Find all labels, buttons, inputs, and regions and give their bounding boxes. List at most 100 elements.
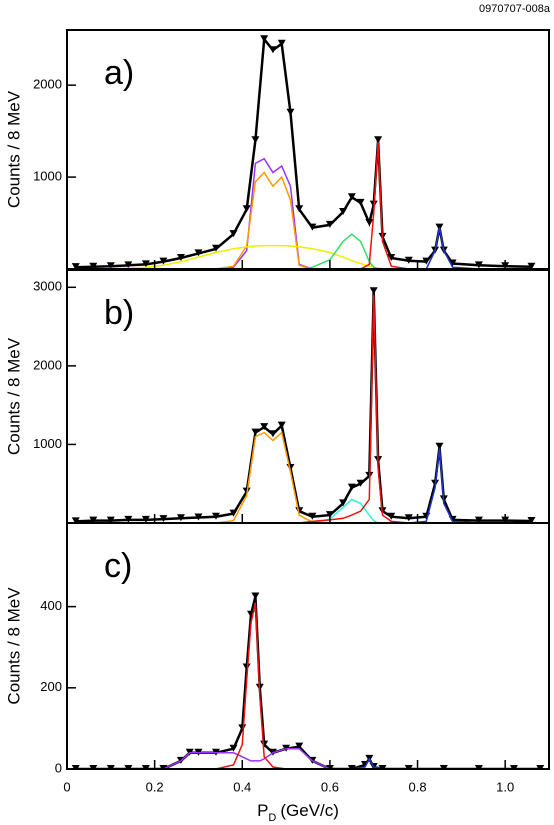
data-point bbox=[365, 219, 374, 227]
data-point bbox=[176, 514, 185, 522]
data-point bbox=[422, 257, 431, 265]
series-line bbox=[75, 431, 532, 523]
data-point bbox=[159, 515, 168, 523]
x-axis-label-subscript: D bbox=[268, 812, 276, 824]
x-axis-label: PD (GeV/c) bbox=[257, 801, 339, 823]
data-point bbox=[387, 253, 396, 261]
data-point bbox=[124, 515, 133, 523]
data-point bbox=[308, 512, 317, 520]
data-point bbox=[268, 46, 277, 54]
data-point bbox=[242, 205, 251, 213]
series-line bbox=[75, 602, 541, 769]
y-tick-label: 1000 bbox=[33, 436, 62, 451]
y-axis-label: Counts / 8 MeV bbox=[4, 587, 23, 705]
data-point bbox=[295, 742, 304, 750]
data-point bbox=[194, 249, 203, 257]
series-line bbox=[75, 448, 532, 523]
data-point bbox=[229, 744, 238, 752]
data-point bbox=[356, 479, 365, 487]
data-point bbox=[404, 514, 413, 522]
x-tick-label: 0.4 bbox=[233, 779, 251, 794]
series-line bbox=[75, 233, 532, 269]
data-point bbox=[141, 515, 150, 523]
data-point bbox=[435, 223, 444, 231]
panel-frame bbox=[66, 269, 550, 524]
figure-code: 0970707-008a bbox=[479, 3, 551, 15]
y-tick-label: 400 bbox=[40, 598, 62, 613]
data-point bbox=[71, 263, 80, 269]
data-point bbox=[474, 261, 483, 269]
data-point bbox=[347, 193, 356, 201]
y-tick-label: 0 bbox=[55, 760, 62, 775]
data-point bbox=[325, 220, 334, 228]
data-point bbox=[339, 499, 348, 507]
data-point bbox=[229, 230, 238, 238]
panel-label: c) bbox=[104, 547, 132, 585]
data-point bbox=[141, 260, 150, 268]
y-tick-label: 200 bbox=[40, 679, 62, 694]
data-point bbox=[435, 442, 444, 450]
data-point bbox=[448, 259, 457, 267]
data-point bbox=[347, 483, 356, 491]
x-axis-label-symbol: P bbox=[257, 801, 268, 820]
data-point bbox=[211, 512, 220, 520]
x-tick-label: 0 bbox=[63, 779, 70, 794]
data-point bbox=[374, 136, 383, 144]
series-line bbox=[75, 747, 541, 769]
y-tick-label: 2000 bbox=[33, 357, 62, 372]
data-point bbox=[159, 257, 168, 265]
y-tick-label: 2000 bbox=[33, 77, 62, 92]
data-point bbox=[211, 244, 220, 252]
data-point bbox=[242, 663, 251, 671]
y-tick-label: 1000 bbox=[33, 169, 62, 184]
data-point bbox=[474, 516, 483, 523]
x-axis-label-unit: (GeV/c) bbox=[280, 801, 339, 820]
data-point bbox=[89, 262, 98, 269]
series-line bbox=[75, 35, 532, 269]
data-point bbox=[251, 136, 260, 144]
series-line bbox=[75, 291, 532, 523]
panel-frame bbox=[66, 29, 550, 270]
series-line bbox=[75, 244, 532, 269]
data-point bbox=[277, 421, 286, 429]
data-point bbox=[194, 513, 203, 521]
data-point bbox=[89, 516, 98, 523]
data-point bbox=[251, 592, 260, 600]
panel-label: b) bbox=[104, 294, 134, 332]
data-point bbox=[260, 35, 269, 43]
data-point bbox=[339, 208, 348, 216]
x-tick-label: 0.6 bbox=[321, 779, 339, 794]
data-point bbox=[527, 262, 536, 269]
x-tick-label: 1.0 bbox=[496, 779, 514, 794]
data-point bbox=[260, 740, 269, 748]
data-point bbox=[268, 430, 277, 438]
series-line bbox=[75, 295, 532, 523]
series-line bbox=[75, 227, 532, 269]
data-point bbox=[369, 287, 378, 295]
data-point bbox=[404, 256, 413, 264]
data-point bbox=[251, 428, 260, 436]
y-axis-label: Counts / 8 MeV bbox=[4, 90, 23, 208]
data-point bbox=[71, 517, 80, 523]
data-point bbox=[387, 512, 396, 520]
panel-frame bbox=[66, 522, 550, 770]
data-point bbox=[106, 516, 115, 523]
data-point bbox=[124, 261, 133, 269]
data-point bbox=[295, 205, 304, 213]
data-point bbox=[229, 509, 238, 517]
x-tick-label: 0.8 bbox=[409, 779, 427, 794]
data-point bbox=[277, 39, 286, 47]
series-line bbox=[75, 171, 532, 269]
series-line bbox=[75, 596, 541, 769]
series-line bbox=[75, 142, 532, 269]
data-point bbox=[356, 198, 365, 206]
data-point bbox=[260, 423, 269, 431]
data-point bbox=[286, 108, 295, 116]
y-axis-label: Counts / 8 MeV bbox=[4, 337, 23, 455]
x-tick-label: 0.2 bbox=[146, 779, 164, 794]
data-point bbox=[106, 262, 115, 269]
y-tick-label: 3000 bbox=[33, 279, 62, 294]
data-point bbox=[308, 223, 317, 231]
data-point bbox=[176, 253, 185, 261]
